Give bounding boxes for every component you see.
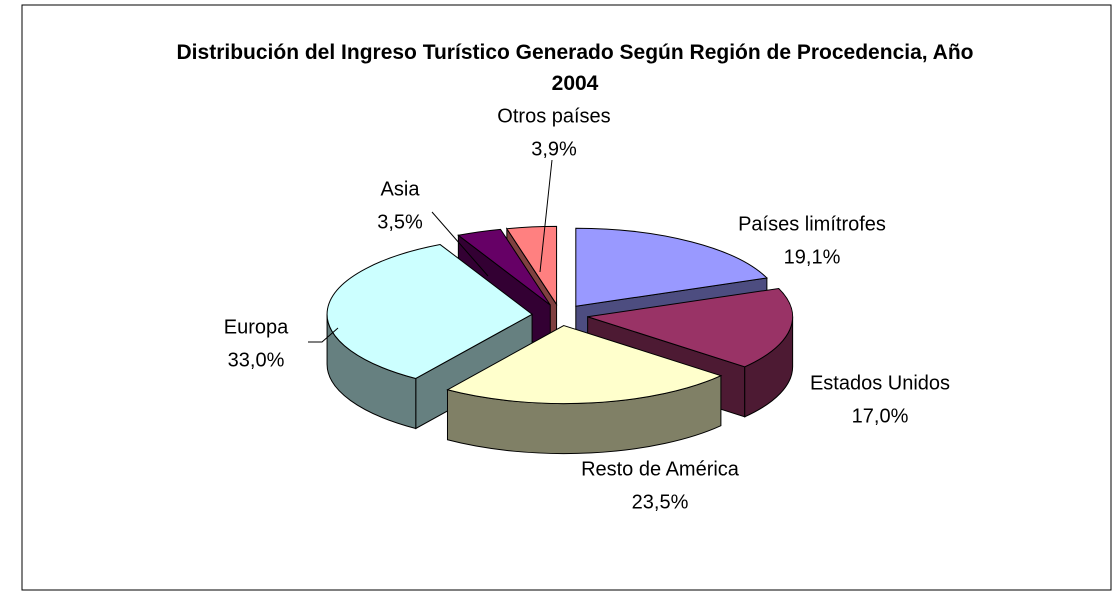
slice [457, 228, 551, 306]
leader-line [539, 159, 553, 273]
slice [446, 325, 723, 455]
slice [575, 227, 768, 307]
slice-label: Otros países [497, 105, 610, 127]
slice-label: Resto de América [581, 458, 740, 480]
slice-value-label: 3,5% [377, 211, 423, 233]
slice-value-label: 23,5% [632, 491, 689, 513]
leader-line [431, 211, 489, 277]
slice-label: Europa [224, 316, 289, 338]
slice-value-label: 17,0% [852, 405, 909, 427]
slice [326, 244, 533, 430]
slice-value-label: 19,1% [784, 246, 841, 268]
slice [326, 244, 533, 380]
slice [505, 225, 558, 307]
slice-value-label: 3,9% [531, 138, 577, 160]
chart-title: Distribución del Ingreso Turístico Gener… [176, 41, 974, 95]
leader-line [308, 327, 339, 343]
slice-label: Asia [381, 178, 421, 200]
slice-label: Países limítrofes [738, 213, 886, 235]
slice [446, 325, 723, 405]
slice-label: Estados Unidos [810, 372, 950, 394]
chart-border [21, 4, 1112, 591]
slice [587, 287, 794, 368]
slice-value-label: 33,0% [228, 349, 285, 371]
